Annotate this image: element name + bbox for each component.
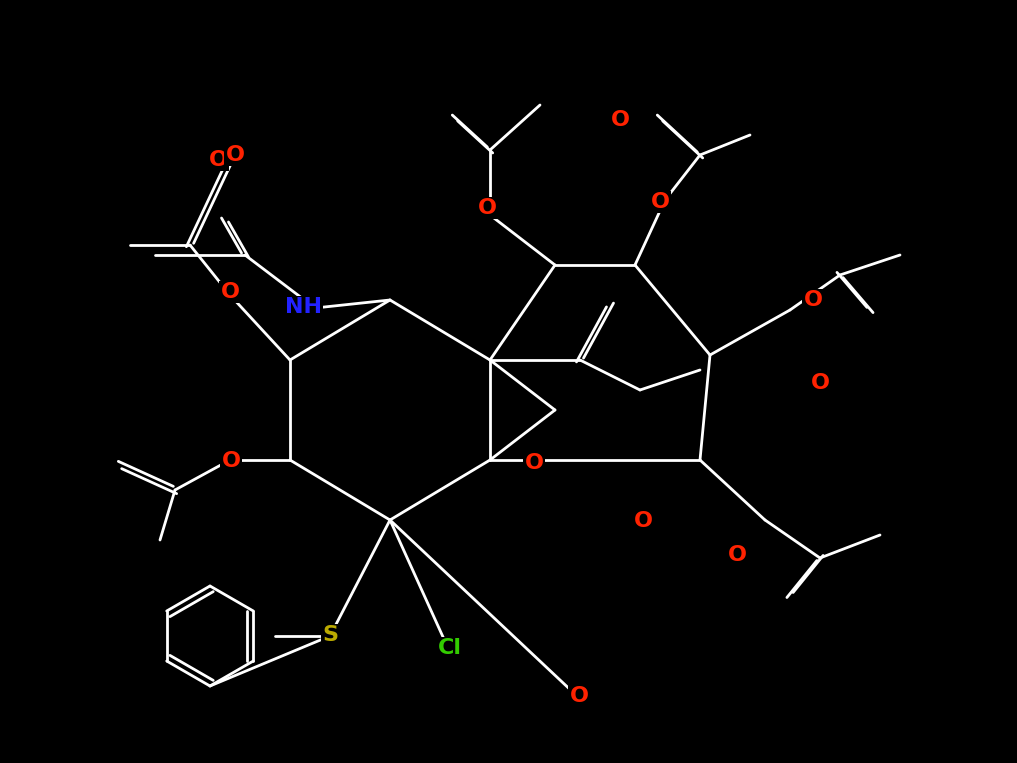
Text: O: O <box>570 686 589 706</box>
Text: O: O <box>478 198 496 218</box>
Text: NH: NH <box>285 297 321 317</box>
Text: S: S <box>322 625 338 645</box>
Text: O: O <box>208 150 228 170</box>
Text: O: O <box>610 110 630 130</box>
Text: O: O <box>811 373 830 393</box>
Text: Cl: Cl <box>438 638 462 658</box>
Text: O: O <box>221 282 239 302</box>
Text: O: O <box>634 511 653 531</box>
Text: O: O <box>226 145 244 165</box>
Text: O: O <box>727 545 746 565</box>
Text: O: O <box>525 453 543 473</box>
Text: O: O <box>803 290 823 310</box>
Text: O: O <box>222 451 240 471</box>
Text: O: O <box>651 192 669 212</box>
